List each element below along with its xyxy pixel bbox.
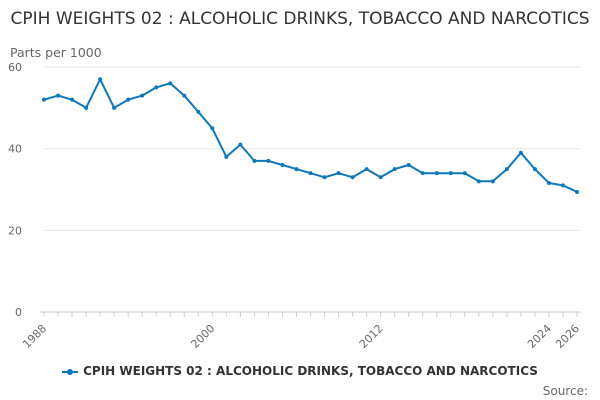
data-point[interactable] xyxy=(420,171,425,176)
data-point[interactable] xyxy=(196,109,201,114)
data-point[interactable] xyxy=(308,171,313,176)
data-point[interactable] xyxy=(434,171,439,176)
chart-title: CPIH WEIGHTS 02 : ALCOHOLIC DRINKS, TOBA… xyxy=(10,9,590,29)
data-point[interactable] xyxy=(560,183,565,188)
data-point[interactable] xyxy=(98,77,103,82)
data-point[interactable] xyxy=(252,158,257,163)
data-point[interactable] xyxy=(364,167,369,172)
legend-line-marker-icon xyxy=(62,368,79,375)
data-point[interactable] xyxy=(280,163,285,167)
data-point[interactable] xyxy=(350,175,355,180)
data-point[interactable] xyxy=(448,171,453,176)
data-point[interactable] xyxy=(406,163,411,167)
data-point[interactable] xyxy=(126,97,131,102)
data-point[interactable] xyxy=(154,85,159,90)
data-point[interactable] xyxy=(238,142,243,147)
data-point[interactable] xyxy=(336,171,341,176)
x-tick-label: 2012 xyxy=(357,322,386,351)
x-tick-label: 2000 xyxy=(188,322,217,351)
data-point[interactable] xyxy=(322,175,327,180)
source-label: Source: xyxy=(542,384,588,398)
data-point[interactable] xyxy=(546,180,551,185)
data-point[interactable] xyxy=(182,93,187,98)
x-tick-label: 2024 xyxy=(525,322,554,351)
legend-entry[interactable]: CPIH WEIGHTS 02 : ALCOHOLIC DRINKS, TOBA… xyxy=(83,364,538,378)
data-point[interactable] xyxy=(224,154,229,159)
y-tick-label: 60 xyxy=(8,61,22,74)
data-point[interactable] xyxy=(140,93,145,98)
data-point[interactable] xyxy=(518,150,523,155)
axes: 0 20 40 60 1988 2000 2012 2024 2026 xyxy=(8,61,582,351)
data-point[interactable] xyxy=(476,179,481,184)
gridlines xyxy=(44,66,581,231)
legend[interactable]: CPIH WEIGHTS 02 : ALCOHOLIC DRINKS, TOBA… xyxy=(0,364,600,378)
data-point[interactable] xyxy=(70,97,75,102)
data-point[interactable] xyxy=(490,179,495,184)
data-point[interactable] xyxy=(56,93,61,98)
data-point[interactable] xyxy=(42,97,46,102)
data-point[interactable] xyxy=(532,167,537,172)
y-tick-label: 20 xyxy=(8,224,22,237)
data-point[interactable] xyxy=(462,171,467,176)
y-axis-unit-label: Parts per 1000 xyxy=(10,45,102,60)
data-point[interactable] xyxy=(392,167,397,172)
data-point[interactable] xyxy=(84,105,89,110)
series-layer xyxy=(42,77,579,194)
y-tick-label: 0 xyxy=(15,306,22,319)
data-point[interactable] xyxy=(575,189,579,194)
data-point[interactable] xyxy=(504,167,509,172)
data-point[interactable] xyxy=(294,167,299,172)
y-tick-label: 40 xyxy=(8,143,22,156)
data-point[interactable] xyxy=(378,175,383,180)
data-point[interactable] xyxy=(112,105,117,110)
data-point[interactable] xyxy=(210,126,215,131)
data-point[interactable] xyxy=(168,81,173,86)
data-point[interactable] xyxy=(266,158,271,163)
x-tick-label: 2026 xyxy=(553,322,582,351)
x-tick-label: 1988 xyxy=(20,322,49,351)
